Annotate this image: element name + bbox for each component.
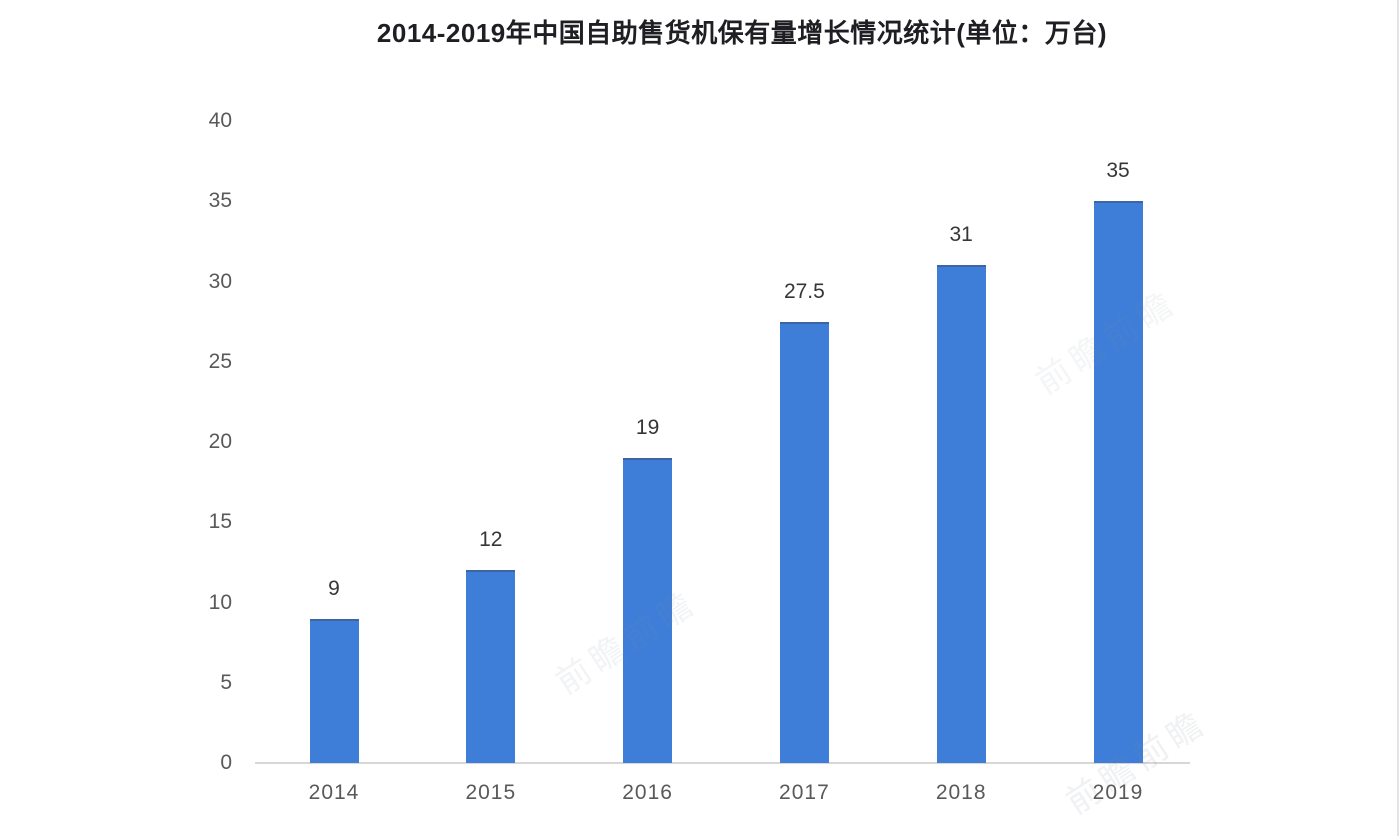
right-edge-border — [1397, 0, 1399, 836]
bar-value-label-2014: 9 — [328, 576, 340, 600]
bar-value-label-2019: 35 — [1106, 159, 1130, 183]
bar-value-label-2017: 27.5 — [783, 279, 825, 303]
chart-title: 2014-2019年中国自助售货机保有量增长情况统计(单位：万台) — [376, 18, 1108, 48]
y-axis-tick-label: 0 — [220, 751, 232, 774]
bar-2019 — [1093, 201, 1143, 763]
bar-value-label-2016: 19 — [635, 416, 660, 440]
bar-2017 — [779, 321, 829, 763]
y-axis-tick-label: 35 — [208, 189, 232, 213]
x-axis-tick-label-2015: 2015 — [465, 781, 517, 804]
x-axis-tick-label-2017: 2017 — [779, 781, 830, 804]
bar-value-label-2018: 31 — [949, 223, 973, 247]
y-axis-tick-label: 5 — [220, 670, 232, 694]
y-axis-tick-label: 15 — [208, 510, 232, 534]
y-axis-tick-label: 25 — [208, 349, 232, 373]
bar-2018 — [936, 265, 986, 763]
y-axis-tick-label: 30 — [208, 269, 232, 293]
bar-2015 — [466, 570, 516, 763]
y-axis-tick-label: 40 — [208, 109, 232, 132]
x-axis-tick-label-2018: 2018 — [935, 781, 987, 804]
y-axis-tick-label: 10 — [208, 590, 232, 614]
x-axis-tick-label-2016: 2016 — [622, 781, 673, 804]
x-axis-tick-label-2014: 2014 — [308, 781, 360, 804]
y-axis-tick-label: 20 — [208, 430, 232, 453]
x-axis-tick-label-2019: 2019 — [1092, 781, 1144, 804]
bar-2014 — [309, 618, 359, 763]
bar-value-label-2015: 12 — [479, 528, 503, 552]
bar-2016 — [623, 458, 673, 763]
x-axis-line — [255, 762, 1190, 764]
